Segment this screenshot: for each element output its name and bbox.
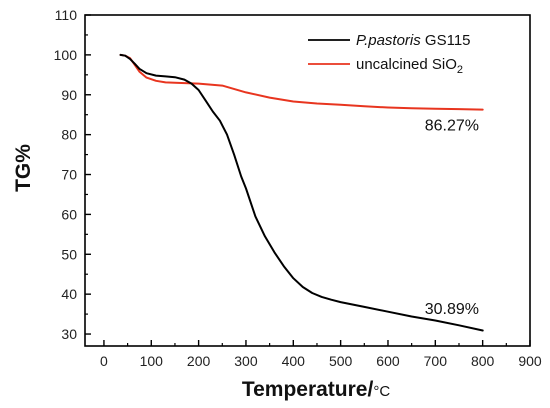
legend-label-sio2: uncalcined SiO2: [356, 56, 463, 76]
legend-label-pastoris-rest: GS115: [421, 32, 471, 49]
series-layer: [119, 53, 484, 332]
x-tick-label: 300: [234, 353, 258, 369]
x-axis-title-unit: °C: [373, 383, 390, 400]
x-tick-label: 900: [518, 353, 542, 369]
x-axis-title: Temperature/°C: [242, 378, 390, 401]
annotation-label: 86.27%: [425, 118, 479, 135]
plot-frame: [84, 14, 531, 347]
y-axis: 30 40 50 60 70 80 90 100 110: [54, 7, 91, 342]
y-tick-label: 90: [61, 87, 77, 103]
series-line-pastoris-gs115: [119, 53, 484, 332]
x-tick-label: 400: [282, 353, 306, 369]
series-line-uncalcined-sio2: [119, 53, 484, 111]
annotation-label: 30.89%: [425, 301, 479, 318]
y-tick-label: 30: [61, 326, 77, 342]
y-tick-label: 80: [61, 127, 77, 143]
y-axis-title: TG%: [12, 144, 35, 192]
x-tick-label: 600: [376, 353, 400, 369]
legend-label-pastoris-italic: P.pastoris: [356, 32, 421, 49]
legend-label-sio2-main: uncalcined SiO: [356, 56, 457, 73]
annotations: 86.27% 30.89%: [425, 118, 479, 318]
x-axis: 0 100 200 300 400 500 600 700 800 900: [100, 340, 542, 369]
y-tick-label: 100: [54, 47, 78, 63]
x-tick-label: 200: [187, 353, 211, 369]
x-axis-title-text: Temperature/: [242, 378, 374, 401]
x-tick-label: 700: [424, 353, 448, 369]
y-tick-label: 110: [55, 7, 78, 23]
y-tick-label: 60: [61, 206, 77, 222]
y-tick-label: 50: [61, 246, 77, 262]
y-tick-label: 40: [61, 286, 77, 302]
x-tick-label: 500: [329, 353, 353, 369]
legend-label-pastoris: P.pastoris GS115: [356, 32, 471, 49]
legend: P.pastoris GS115 uncalcined SiO2: [308, 32, 471, 76]
legend-label-sio2-sub: 2: [457, 64, 463, 76]
x-tick-label: 0: [100, 353, 108, 369]
x-tick-label: 800: [471, 353, 495, 369]
x-tick-label: 100: [140, 353, 164, 369]
y-tick-label: 70: [61, 167, 77, 183]
